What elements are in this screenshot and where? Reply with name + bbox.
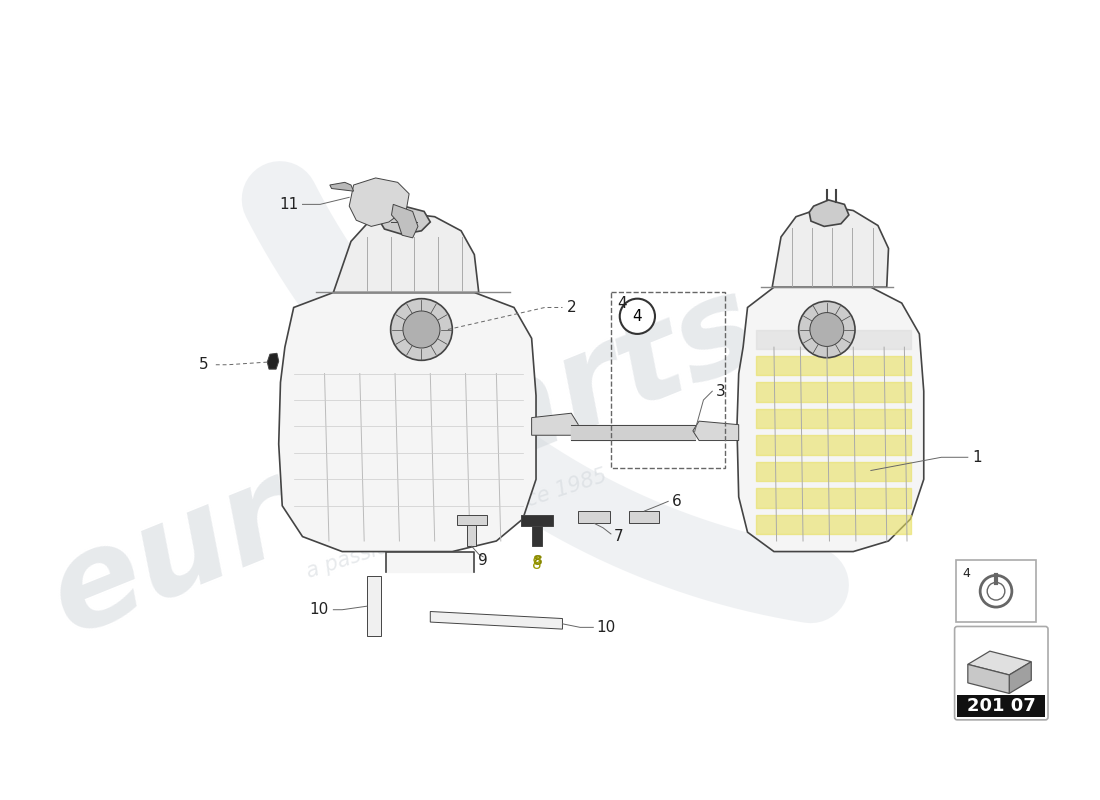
Text: 6: 6 — [672, 494, 682, 509]
Text: 10: 10 — [596, 620, 615, 635]
Text: 2: 2 — [566, 300, 576, 315]
Polygon shape — [349, 178, 409, 226]
Text: 1: 1 — [972, 450, 982, 465]
Polygon shape — [430, 611, 562, 629]
Bar — [468, 520, 476, 546]
Polygon shape — [379, 206, 430, 234]
Text: 4: 4 — [632, 309, 642, 324]
Text: 4: 4 — [962, 567, 970, 581]
Polygon shape — [267, 354, 278, 369]
Polygon shape — [392, 204, 418, 238]
Bar — [366, 576, 381, 636]
Bar — [456, 514, 486, 525]
Text: 3: 3 — [716, 384, 726, 398]
Text: eurOparts: eurOparts — [32, 262, 775, 662]
Polygon shape — [1009, 662, 1032, 694]
Bar — [579, 511, 610, 523]
Circle shape — [390, 298, 452, 360]
Circle shape — [810, 313, 844, 346]
Circle shape — [799, 302, 855, 358]
FancyBboxPatch shape — [955, 626, 1048, 720]
Bar — [957, 695, 1045, 718]
Text: 9: 9 — [478, 553, 488, 568]
Polygon shape — [531, 414, 579, 435]
Bar — [531, 520, 542, 546]
Polygon shape — [772, 206, 889, 287]
Polygon shape — [693, 421, 739, 441]
Circle shape — [403, 311, 440, 348]
Polygon shape — [278, 293, 536, 551]
Polygon shape — [810, 200, 849, 226]
Text: 11: 11 — [278, 197, 298, 212]
Polygon shape — [968, 651, 1032, 675]
Text: 8: 8 — [532, 557, 541, 572]
Bar — [628, 511, 659, 523]
Bar — [521, 514, 553, 526]
Circle shape — [619, 298, 654, 334]
Text: 5: 5 — [199, 358, 208, 372]
Polygon shape — [333, 213, 478, 293]
Polygon shape — [968, 664, 1009, 694]
FancyBboxPatch shape — [956, 560, 1036, 622]
Text: 201 07: 201 07 — [967, 697, 1036, 714]
Text: 8: 8 — [532, 554, 542, 568]
Text: 7: 7 — [614, 529, 624, 544]
Text: 10: 10 — [310, 602, 329, 618]
Text: a passion for parts since 1985: a passion for parts since 1985 — [304, 465, 609, 582]
Polygon shape — [737, 287, 924, 551]
Polygon shape — [330, 182, 353, 191]
Text: 4: 4 — [617, 295, 627, 310]
